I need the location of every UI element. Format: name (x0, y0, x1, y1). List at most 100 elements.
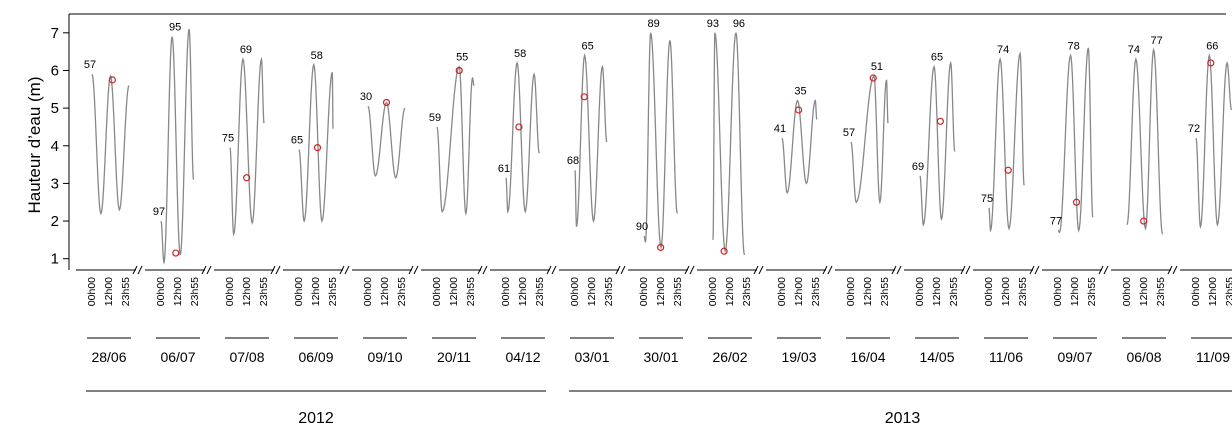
hour-tick-label: 00h00 (914, 277, 926, 306)
date-label: 28/06 (91, 349, 126, 365)
coefficient-label: 72 (1188, 123, 1200, 135)
tide-curve (1126, 47, 1164, 235)
hour-tick-label: 23h55 (534, 277, 546, 306)
coefficient-label: 59 (429, 112, 441, 124)
y-axis-label: Hauteur d’eau (m) (25, 76, 44, 213)
plot-frame (69, 13, 1232, 275)
hour-tick-label: 12h00 (586, 277, 598, 306)
axis-break (965, 265, 971, 275)
hour-tick-label: 12h00 (1069, 277, 1081, 306)
axis-break (1034, 265, 1040, 275)
axis-break (684, 265, 690, 275)
hour-tick-label: 00h00 (155, 277, 167, 306)
hour-tick-label: 12h00 (310, 277, 322, 306)
coefficient-label: 69 (912, 161, 924, 173)
axis-break (753, 265, 759, 275)
date-label: 06/07 (160, 349, 195, 365)
axis-break (891, 265, 897, 275)
axis-break (1029, 265, 1035, 275)
panel-28-06: 57 (84, 59, 130, 216)
observation-marker (455, 66, 463, 75)
hour-tick-label: 12h00 (517, 277, 529, 306)
axis-break (201, 265, 207, 275)
hour-tick-label: 12h00 (724, 277, 736, 306)
observation-marker (1004, 166, 1012, 174)
panel-11-06: 75 74 (981, 44, 1025, 233)
coefficient-label: 77 (1151, 35, 1163, 47)
coefficient-label: 78 (1067, 40, 1079, 52)
coefficient-label: 75 (222, 133, 234, 145)
hour-tick-label: 00h00 (569, 277, 581, 306)
axis-break (1167, 265, 1173, 275)
date-label: 06/09 (298, 349, 333, 365)
panel-09-07: 77 78 (1050, 40, 1094, 234)
hour-tick-label: 12h00 (448, 277, 460, 306)
panel-20-11: 59 55 (429, 52, 475, 217)
hour-tick-label: 12h00 (103, 277, 115, 306)
coefficient-label: 74 (997, 44, 1009, 56)
hour-tick-label: 00h00 (431, 277, 443, 306)
axis-break (827, 265, 833, 275)
hour-tick-label: 00h00 (224, 277, 236, 306)
axis-break (132, 265, 138, 275)
axis-break (758, 265, 764, 275)
coefficient-label: 93 (707, 18, 719, 30)
observation-marker (795, 106, 803, 114)
tide-curve (1057, 47, 1094, 234)
observation-marker (580, 93, 588, 101)
hour-tick-label: 00h00 (1121, 277, 1133, 306)
hour-tick-label: 12h00 (379, 277, 391, 306)
panel-03-01: 68 65 (567, 40, 608, 227)
panel-06-09: 65 58 (291, 50, 334, 224)
date-label: 16/04 (850, 349, 885, 365)
panel-26-02: 93 96 (707, 18, 746, 256)
coefficient-label: 97 (153, 206, 165, 218)
axis-break (482, 265, 488, 275)
tide-curve (1195, 53, 1232, 230)
coefficient-label: 35 (794, 86, 806, 98)
y-axis: 1 2 3 4 5 6 7 (51, 14, 70, 270)
tide-curve (367, 101, 406, 179)
panels: 57 97 95 75 69 65 58 30 59 55 61 58 68 65 90 89 93 96 41 35… (84, 18, 1232, 265)
hour-tick-label: 00h00 (1052, 277, 1064, 306)
coefficient-label: 89 (648, 18, 660, 30)
axis-break (270, 265, 276, 275)
hour-tick-label: 23h55 (120, 277, 132, 306)
tide-curve (298, 62, 334, 224)
date-label: 09/07 (1057, 349, 1092, 365)
date-label: 04/12 (505, 349, 540, 365)
observation-marker (515, 123, 523, 131)
axis-break (408, 265, 414, 275)
year-label: 2013 (885, 410, 921, 427)
coefficient-label: 55 (456, 52, 468, 64)
coefficient-label: 65 (291, 135, 303, 147)
y-tick-label: 6 (51, 62, 59, 79)
date-label: 03/01 (574, 349, 609, 365)
observation-marker (1072, 198, 1081, 206)
y-tick-label: 2 (51, 213, 59, 230)
axis-break (1103, 265, 1109, 275)
panel-07-08: 75 69 (222, 44, 265, 237)
observation-marker (243, 174, 251, 182)
axis-break (344, 265, 350, 275)
panel-19-03: 41 35 (774, 86, 818, 195)
coefficient-label: 65 (581, 40, 593, 52)
coefficient-label: 90 (636, 221, 648, 233)
panel-04-12: 61 58 (498, 48, 540, 214)
tide-curve (574, 53, 608, 227)
hour-tick-label: 23h55 (396, 277, 408, 306)
hour-tick-label: 23h55 (1017, 277, 1029, 306)
hour-tick-label: 00h00 (845, 277, 857, 306)
observation-marker (1140, 217, 1148, 225)
y-tick-label: 4 (51, 138, 59, 155)
tide-curve (919, 60, 956, 227)
tide-curve (436, 65, 475, 217)
y-tick-label: 7 (51, 25, 59, 42)
hour-tick-label: 12h00 (862, 277, 874, 306)
axis-break (546, 265, 552, 275)
coefficient-label: 74 (1128, 44, 1140, 56)
tide-curve (643, 32, 678, 251)
observation-marker (1207, 59, 1215, 67)
axis-break (896, 265, 902, 275)
